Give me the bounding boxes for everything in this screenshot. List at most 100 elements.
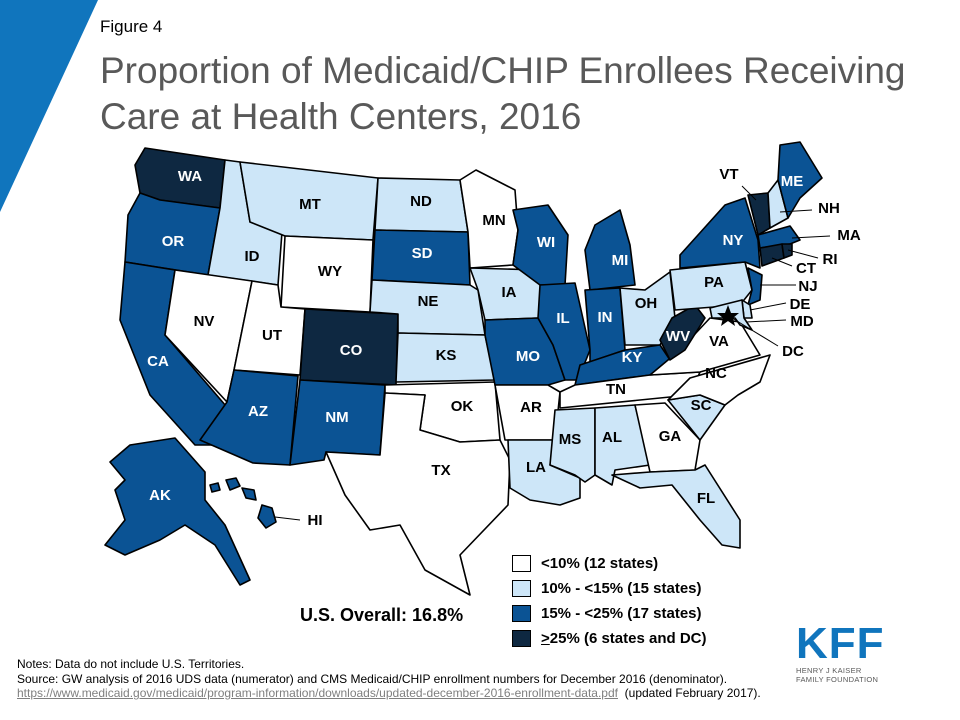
state-label-NM: NM — [325, 409, 348, 426]
hawaii-island — [241, 487, 257, 501]
legend-prefix: > — [541, 629, 550, 647]
dc-star-icon — [717, 305, 739, 326]
state-label-WY: WY — [318, 263, 342, 280]
legend-label: >25% (6 states and DC) — [541, 630, 706, 647]
state-label-RI: RI — [823, 251, 838, 268]
state-label-DC: DC — [782, 343, 804, 360]
state-NY[interactable] — [679, 197, 761, 269]
state-label-OR: OR — [162, 233, 185, 250]
legend: <10% (12 states) 10% - <15% (15 states) … — [512, 551, 706, 651]
state-label-DE: DE — [790, 296, 811, 313]
state-label-AR: AR — [520, 399, 542, 416]
state-MI[interactable] — [584, 209, 636, 291]
state-label-TX: TX — [431, 462, 450, 479]
state-label-HI: HI — [308, 512, 323, 529]
state-RI[interactable] — [781, 243, 793, 259]
state-label-LA: LA — [526, 459, 546, 476]
corner-accent-triangle — [0, 0, 98, 212]
state-label-IA: IA — [502, 284, 517, 301]
state-label-VA: VA — [709, 333, 729, 350]
state-label-OK: OK — [451, 398, 474, 415]
state-label-UT: UT — [262, 327, 282, 344]
notes: Notes: Data do not include U.S. Territor… — [17, 657, 857, 701]
legend-label: <10% (12 states) — [541, 554, 659, 572]
state-label-NV: NV — [194, 313, 215, 330]
kff-logo-line1: HENRY J KAISER — [796, 666, 862, 675]
state-label-MN: MN — [482, 212, 505, 229]
state-FL[interactable] — [611, 464, 741, 549]
callout-lines — [274, 185, 831, 521]
legend-item-10to15: 10% - <15% (15 states) — [512, 576, 706, 600]
state-label-MS: MS — [559, 431, 582, 448]
state-label-MI: MI — [612, 252, 629, 269]
state-label-AZ: AZ — [248, 403, 268, 420]
state-WV[interactable] — [659, 304, 706, 361]
state-label-PA: PA — [704, 274, 724, 291]
state-NC[interactable] — [667, 354, 771, 406]
state-label-MO: MO — [516, 348, 540, 365]
source-line: Source: GW analysis of 2016 UDS data (nu… — [17, 671, 728, 686]
legend-swatch — [512, 604, 531, 622]
state-MA[interactable] — [757, 225, 801, 249]
legend-swatch — [512, 629, 531, 647]
state-label-NH: NH — [818, 200, 840, 217]
state-label-MD: MD — [790, 313, 813, 330]
page-title: Proportion of Medicaid/CHIP Enrollees Re… — [100, 50, 906, 137]
us-map: WA OR CA ID NV MT WY UT AZ CO NM ND SD N… — [104, 141, 861, 596]
state-label-WI: WI — [537, 234, 555, 251]
state-label-OH: OH — [635, 295, 658, 312]
state-label-SC: SC — [691, 397, 712, 414]
state-label-SD: SD — [412, 245, 433, 262]
kff-logo: KFF HENRY J KAISER FAMILY FOUNDATION — [796, 622, 888, 685]
state-ME[interactable] — [777, 141, 823, 219]
state-label-KS: KS — [436, 347, 457, 364]
state-label-CA: CA — [147, 353, 169, 370]
state-GA[interactable] — [634, 402, 701, 473]
hawaii-island — [225, 477, 241, 491]
state-label-ID: ID — [245, 248, 260, 265]
legend-label: 15% - <25% (17 states) — [541, 604, 702, 622]
state-label-AL: AL — [602, 429, 622, 446]
legend-item-lt10: <10% (12 states) — [512, 551, 706, 575]
state-label-IL: IL — [556, 310, 569, 327]
legend-label: 10% - <15% (15 states) — [541, 579, 702, 597]
state-label-VT: VT — [719, 166, 738, 183]
state-label-AK: AK — [149, 487, 171, 504]
state-label-ME: ME — [781, 173, 804, 190]
source-link-line: https://www.medicaid.gov/medicaid/progra… — [17, 686, 857, 701]
state-label-NJ: NJ — [798, 278, 817, 295]
source-link[interactable]: https://www.medicaid.gov/medicaid/progra… — [17, 686, 618, 700]
state-HI[interactable] — [257, 504, 277, 529]
state-label-WA: WA — [178, 168, 202, 185]
legend-swatch — [512, 554, 531, 572]
state-label-MA: MA — [837, 227, 860, 244]
state-label-TN: TN — [606, 381, 626, 398]
state-label-IN: IN — [598, 309, 613, 326]
state-AZ[interactable] — [199, 369, 299, 466]
state-label-NC: NC — [705, 365, 727, 382]
hawaii-island — [209, 482, 221, 493]
hawaii-small-islands — [209, 477, 257, 501]
state-label-CO: CO — [340, 342, 363, 359]
state-label-NE: NE — [418, 293, 439, 310]
state-IL[interactable] — [537, 282, 591, 381]
legend-item-gt25: >25% (6 states and DC) — [512, 626, 706, 650]
us-overall: U.S. Overall: 16.8% — [300, 605, 464, 625]
figure-label: Figure 4 — [100, 17, 163, 36]
state-NJ[interactable] — [747, 267, 763, 306]
kff-logo-line2: FAMILY FOUNDATION — [796, 675, 879, 684]
state-label-FL: FL — [697, 490, 715, 507]
state-label-CT: CT — [796, 260, 816, 277]
notes-line: Notes: Data do not include U.S. Territor… — [17, 657, 245, 671]
state-label-NY: NY — [723, 232, 744, 249]
state-label-KY: KY — [622, 349, 643, 366]
state-label-ND: ND — [410, 193, 432, 210]
legend-swatch — [512, 579, 531, 597]
state-label-GA: GA — [659, 428, 682, 445]
state-label-MT: MT — [299, 196, 321, 213]
legend-label-text: 25% (6 states and DC) — [549, 629, 707, 647]
legend-item-15to25: 15% - <25% (17 states) — [512, 601, 706, 625]
state-AK[interactable] — [104, 437, 251, 586]
state-TX[interactable] — [325, 392, 511, 596]
state-CT[interactable] — [759, 243, 785, 267]
